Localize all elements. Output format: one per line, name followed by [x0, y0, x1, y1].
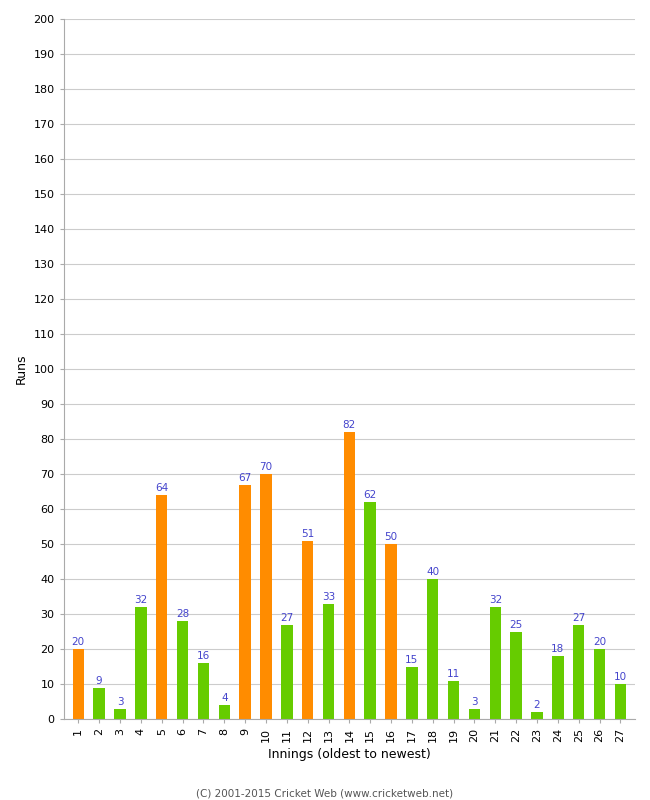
Text: 27: 27 [280, 613, 293, 623]
Bar [489, 607, 501, 719]
Text: 4: 4 [221, 694, 228, 703]
Bar [344, 432, 355, 719]
Bar [239, 485, 251, 719]
Text: 32: 32 [489, 595, 502, 606]
Text: 33: 33 [322, 592, 335, 602]
Text: 82: 82 [343, 420, 356, 430]
Bar [177, 621, 188, 719]
Bar [135, 607, 147, 719]
Text: 25: 25 [510, 620, 523, 630]
Text: 15: 15 [406, 655, 419, 665]
Bar [73, 649, 84, 719]
Bar [198, 663, 209, 719]
Bar [302, 541, 313, 719]
Bar [573, 625, 584, 719]
Bar [510, 632, 522, 719]
Text: 2: 2 [534, 701, 540, 710]
Text: 27: 27 [572, 613, 586, 623]
Text: 64: 64 [155, 483, 168, 494]
Text: 11: 11 [447, 669, 460, 679]
Bar [594, 649, 605, 719]
Bar [552, 656, 564, 719]
Text: 70: 70 [259, 462, 272, 472]
Text: 67: 67 [239, 473, 252, 483]
Text: 10: 10 [614, 673, 627, 682]
Bar [469, 709, 480, 719]
Bar [218, 705, 230, 719]
Bar [385, 544, 396, 719]
Bar [260, 474, 272, 719]
Text: 16: 16 [197, 651, 210, 662]
Bar [323, 604, 334, 719]
Text: 3: 3 [471, 697, 478, 707]
Text: 62: 62 [363, 490, 377, 500]
Text: 18: 18 [551, 645, 564, 654]
Text: 28: 28 [176, 610, 189, 619]
Bar [531, 712, 543, 719]
Text: (C) 2001-2015 Cricket Web (www.cricketweb.net): (C) 2001-2015 Cricket Web (www.cricketwe… [196, 788, 454, 798]
Bar [427, 579, 439, 719]
Text: 40: 40 [426, 567, 439, 578]
Text: 50: 50 [385, 532, 398, 542]
Text: 51: 51 [301, 529, 315, 539]
X-axis label: Innings (oldest to newest): Innings (oldest to newest) [268, 748, 431, 761]
Text: 3: 3 [117, 697, 124, 707]
Text: 32: 32 [135, 595, 148, 606]
Bar [94, 688, 105, 719]
Text: 20: 20 [593, 638, 606, 647]
Bar [281, 625, 292, 719]
Y-axis label: Runs: Runs [15, 354, 28, 384]
Bar [114, 709, 125, 719]
Text: 20: 20 [72, 638, 85, 647]
Bar [406, 666, 418, 719]
Text: 9: 9 [96, 676, 103, 686]
Bar [365, 502, 376, 719]
Bar [156, 495, 168, 719]
Bar [615, 684, 626, 719]
Bar [448, 681, 460, 719]
